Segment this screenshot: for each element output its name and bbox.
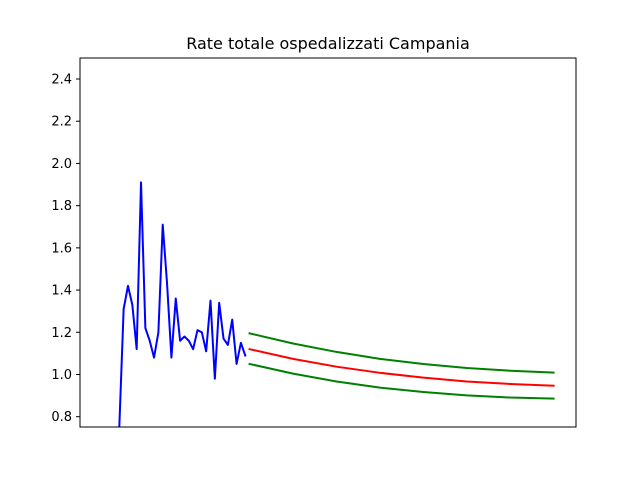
y-tick-label: 2.2 — [51, 115, 72, 130]
y-tick-label: 2.0 — [51, 157, 72, 172]
y-tick-label: 1.6 — [51, 241, 72, 256]
y-tick-label: 2.4 — [51, 73, 72, 88]
y-axis: 0.8 1.0 1.2 1.4 1.6 1.8 2.0 2.2 2.4 — [51, 73, 80, 425]
series-line-2 — [248, 332, 555, 374]
y-tick-label: 1.2 — [51, 326, 72, 341]
chart-title: Rate totale ospedalizzati Campania — [186, 34, 470, 53]
series-line-1 — [248, 347, 555, 387]
y-tick-label: 1.4 — [51, 284, 72, 299]
series-line-0 — [118, 181, 247, 427]
plot-frame — [79, 57, 577, 428]
series-line-3 — [248, 362, 555, 400]
series-layer — [118, 181, 555, 427]
y-tick-label: 1.0 — [51, 368, 72, 383]
y-tick-label: 1.8 — [51, 199, 72, 214]
y-tick-label: 0.8 — [51, 410, 72, 425]
